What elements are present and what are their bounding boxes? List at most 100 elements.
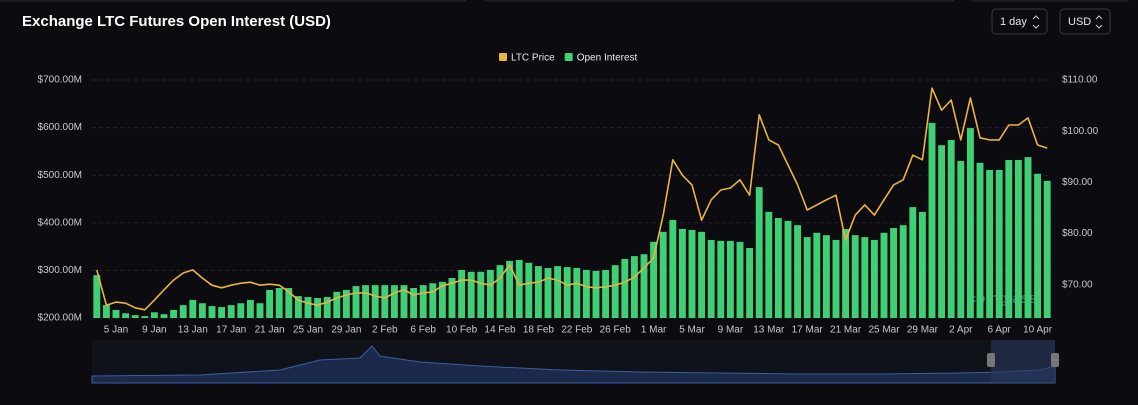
y2-tick-label: $90.00 — [1062, 177, 1093, 188]
bar — [275, 288, 283, 318]
x-tick-label: 6 Feb — [410, 325, 436, 336]
bar — [227, 305, 235, 318]
bar — [976, 162, 984, 318]
y-tick-label: $600.00M — [38, 122, 82, 133]
interval-button[interactable]: 1 day — [991, 8, 1048, 35]
bar — [304, 297, 312, 318]
bar — [832, 239, 840, 318]
bar — [429, 283, 437, 318]
x-tick-label: 2 Feb — [372, 325, 398, 336]
bar — [717, 240, 725, 318]
navigator-window[interactable] — [991, 340, 1055, 383]
bar — [669, 219, 677, 318]
button-frame — [991, 8, 1048, 35]
bar — [822, 235, 830, 318]
input-edge — [483, 0, 955, 2]
bar — [851, 235, 859, 318]
bar — [688, 229, 696, 318]
bar — [122, 313, 130, 318]
y-tick-label: $400.00M — [38, 217, 82, 228]
bar — [246, 299, 254, 318]
x-tick-label: 5 Jan — [104, 325, 128, 336]
legend-label: Open Interest — [577, 53, 638, 64]
bar — [400, 285, 408, 318]
bar — [918, 211, 926, 318]
bar — [1024, 157, 1032, 318]
x-tick-label: 21 Mar — [830, 325, 862, 336]
bar — [784, 220, 792, 318]
bar — [803, 237, 811, 318]
bar — [525, 262, 533, 318]
bar — [160, 314, 168, 318]
x-tick-label: 10 Apr — [1023, 325, 1053, 336]
bar — [179, 305, 187, 318]
bar — [986, 169, 994, 318]
bar — [477, 271, 485, 318]
bar — [813, 232, 821, 318]
bar — [102, 305, 110, 318]
bar — [602, 269, 610, 318]
bar — [496, 265, 504, 318]
bar — [938, 145, 946, 318]
navigator-handle[interactable] — [1051, 353, 1059, 367]
bar — [870, 239, 878, 318]
bar — [371, 285, 379, 318]
bar — [141, 316, 149, 318]
bar — [419, 285, 427, 318]
bar — [698, 231, 706, 318]
bar — [198, 303, 206, 318]
bar — [323, 297, 331, 318]
bar — [294, 296, 302, 318]
currency-button[interactable]: USD — [1059, 8, 1111, 35]
navigator-handle[interactable] — [987, 353, 995, 367]
bar — [640, 254, 648, 318]
bar — [93, 275, 101, 318]
bar — [314, 298, 322, 318]
bar — [755, 187, 763, 318]
bar — [1043, 180, 1051, 318]
x-tick-label: 21 Jan — [255, 325, 285, 336]
bar — [458, 269, 466, 318]
bar — [947, 139, 955, 318]
x-tick-label: 18 Feb — [523, 325, 555, 336]
bar — [582, 269, 590, 318]
bar — [678, 228, 686, 318]
price-line — [96, 87, 1048, 311]
bar — [390, 285, 398, 318]
bar — [410, 288, 418, 318]
bar — [467, 271, 475, 318]
bar — [592, 270, 600, 318]
y-tick-label: $200.00M — [38, 313, 82, 324]
y-tick-label: $700.00M — [38, 75, 82, 86]
bar — [534, 266, 542, 318]
bar — [957, 160, 965, 318]
x-tick-label: 22 Feb — [561, 325, 593, 336]
bar — [765, 211, 773, 318]
bar — [995, 169, 1003, 318]
bar — [726, 240, 734, 318]
bar — [362, 285, 370, 318]
bar — [112, 309, 120, 318]
button-frame — [1059, 8, 1111, 35]
input-edge — [970, 0, 1130, 2]
button-label: 1 day — [1000, 16, 1027, 28]
bar — [342, 289, 350, 318]
bar — [381, 285, 389, 318]
bar — [746, 248, 754, 318]
bar — [131, 315, 139, 318]
bar — [506, 260, 514, 318]
y2-tick-label: $80.00 — [1062, 228, 1093, 239]
x-tick-label: 9 Jan — [142, 325, 166, 336]
bar — [621, 258, 629, 318]
x-tick-label: 26 Feb — [600, 325, 632, 336]
y2-tick-label: $70.00 — [1062, 279, 1093, 290]
bar — [438, 281, 446, 318]
chart-title: Exchange LTC Futures Open Interest (USD) — [22, 13, 331, 30]
x-tick-label: 25 Mar — [868, 325, 900, 336]
y-tick-label: $300.00M — [38, 265, 82, 276]
x-tick-label: 9 Mar — [718, 325, 744, 336]
bar — [899, 225, 907, 318]
x-tick-label: 1 Mar — [641, 325, 667, 336]
x-tick-label: 2 Apr — [949, 325, 973, 336]
